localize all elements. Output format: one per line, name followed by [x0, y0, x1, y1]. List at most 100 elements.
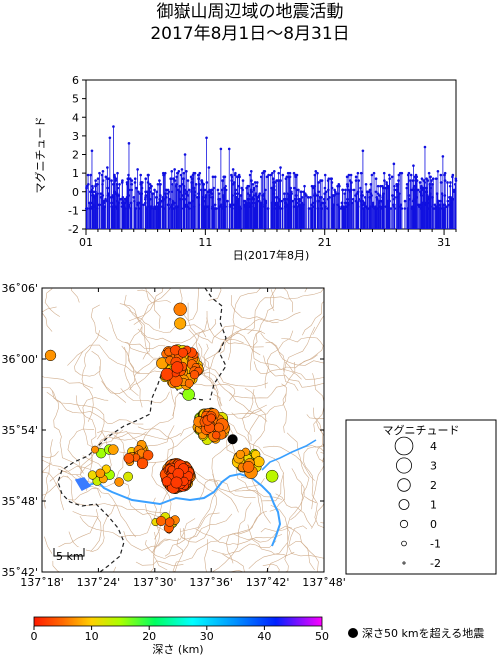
chart-title-line1: 御嶽山周辺域の地震活動: [156, 2, 344, 22]
contour-line: [145, 288, 171, 304]
contour-line: [81, 330, 101, 422]
magnitude-point: [233, 192, 237, 195]
magnitude-point: [222, 175, 226, 179]
contour-line: [82, 455, 166, 522]
epicenter-marker: [44, 349, 57, 362]
contour-line: [42, 475, 69, 496]
magnitude-point: [454, 177, 458, 181]
magnitude-point: [241, 179, 245, 182]
magnitude-point: [170, 169, 174, 173]
magnitude-point: [241, 188, 244, 192]
contour-line: [135, 560, 184, 567]
magnitude-point: [110, 179, 113, 182]
epicenter-marker: [178, 347, 188, 358]
magnitude-point: [390, 175, 394, 179]
contour-line: [66, 475, 166, 514]
magnitude-point: [162, 173, 165, 177]
magnitude-point: [378, 205, 382, 208]
magnitude-point: [327, 177, 331, 181]
magnitude-point: [400, 171, 404, 175]
magnitude-stems: [84, 125, 458, 229]
prefecture-border: [204, 288, 227, 401]
magnitude-point: [249, 169, 253, 173]
contour-line: [46, 391, 84, 474]
magnitude-point: [341, 188, 344, 192]
reservoir: [74, 477, 92, 491]
contour-line: [231, 404, 267, 419]
magnitude-point: [124, 197, 127, 201]
magnitude-point: [299, 190, 303, 194]
magnitude-point: [316, 171, 319, 175]
magnitude-point: [196, 196, 200, 199]
magnitude-point: [305, 194, 308, 197]
epicenter-marker: [253, 456, 265, 468]
magnitude-point: [411, 179, 415, 182]
magnitude-point: [359, 199, 363, 203]
epicenter-marker: [87, 470, 97, 480]
contour-line: [242, 389, 255, 442]
time-x-tick-label: 31: [437, 236, 451, 249]
magnitude-point: [385, 183, 388, 186]
legend-size-marker: [401, 540, 407, 547]
contour-line: [247, 524, 288, 557]
magnitude-point: [272, 169, 276, 173]
contour-line: [306, 414, 324, 419]
magnitude-point: [156, 183, 160, 186]
magnitude-point: [261, 194, 265, 197]
magnitude-point: [446, 199, 450, 203]
contour-line: [227, 421, 284, 502]
contour-line: [303, 446, 324, 528]
magnitude-point: [114, 177, 118, 181]
contour-line: [137, 426, 174, 463]
magnitude-point: [263, 192, 266, 195]
contour-line: [263, 445, 315, 481]
epicenter-marker: [235, 449, 245, 459]
magnitude-point: [132, 196, 136, 199]
magnitude-point: [176, 171, 179, 175]
epicenter-marker: [214, 422, 224, 433]
magnitude-point: [451, 175, 454, 179]
magnitude-point: [452, 188, 456, 192]
epicenter-marker: [91, 445, 99, 454]
magnitude-point: [324, 190, 328, 194]
magnitude-y-tick-label: 2: [72, 149, 79, 162]
magnitude-point: [127, 142, 131, 145]
magnitude-point: [259, 175, 263, 179]
magnitude-point: [373, 207, 377, 210]
magnitude-point: [408, 197, 411, 201]
magnitude-point: [384, 186, 388, 190]
magnitude-point: [369, 183, 373, 186]
magnitude-point: [454, 179, 458, 182]
magnitude-point: [201, 196, 205, 199]
magnitude-point: [230, 175, 234, 179]
contour-line: [275, 493, 313, 528]
magnitude-point: [153, 205, 157, 208]
magnitude-point: [98, 203, 101, 207]
magnitude-point: [145, 207, 149, 210]
map-y-tick-label: 36˚06': [1, 282, 38, 295]
contour-line: [51, 390, 144, 425]
magnitude-point: [345, 175, 349, 179]
magnitude-point: [425, 177, 428, 181]
magnitude-point: [450, 197, 454, 201]
map-axis-ticks: 137˚18' 137˚24' 137˚30' 137˚36' 137˚42' 137˚4…: [1, 282, 345, 589]
magnitude-point: [342, 207, 345, 210]
magnitude-point: [409, 173, 413, 177]
magnitude-point: [108, 136, 112, 140]
magnitude-point: [110, 196, 113, 199]
legend-size-marker: [397, 478, 411, 492]
contour-line: [71, 288, 80, 303]
magnitude-point: [294, 173, 298, 177]
magnitude-point: [231, 183, 235, 186]
magnitude-point: [224, 188, 228, 192]
epicenter-marker: [161, 476, 172, 487]
magnitude-point: [177, 169, 181, 173]
contour-line: [230, 295, 279, 324]
magnitude-point: [234, 188, 238, 192]
magnitude-point: [180, 168, 184, 171]
magnitude-point: [256, 196, 260, 199]
magnitude-point: [98, 171, 101, 175]
magnitude-point: [101, 169, 105, 173]
magnitude-point: [448, 184, 452, 188]
